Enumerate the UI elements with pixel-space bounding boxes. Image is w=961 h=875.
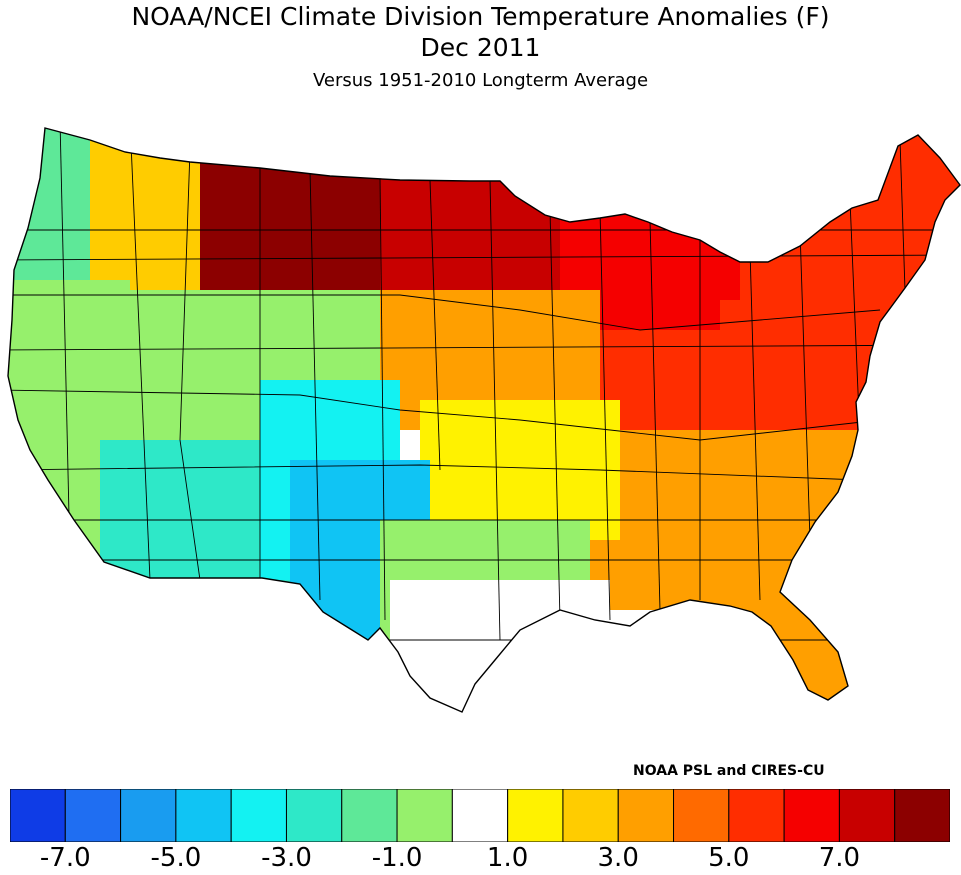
legend-swatch xyxy=(64,789,122,842)
legend-swatch xyxy=(175,789,232,842)
legend-tick-label: 1.0 xyxy=(486,843,529,873)
legend-swatch xyxy=(728,789,785,842)
color-legend-bar xyxy=(10,789,950,842)
legend-swatch xyxy=(507,789,564,842)
legend-tick-label: 7.0 xyxy=(818,843,861,873)
anomaly-fill-layer xyxy=(8,128,960,712)
legend-swatch xyxy=(783,789,840,842)
legend-swatch xyxy=(285,789,343,842)
legend-swatch xyxy=(10,789,66,842)
legend-swatch xyxy=(451,789,509,842)
legend-swatch xyxy=(617,789,675,842)
legend-tick-label: 3.0 xyxy=(597,843,639,873)
legend-tick-label: -5.0 xyxy=(150,843,202,873)
legend-swatch xyxy=(396,789,453,842)
legend-swatch xyxy=(894,789,950,842)
legend-swatch xyxy=(230,789,287,842)
map-title: NOAA/NCEI Climate Division Temperature A… xyxy=(131,2,830,31)
legend-tick-label: 5.0 xyxy=(708,843,750,873)
legend-tick-label: -7.0 xyxy=(39,843,91,873)
legend-tick-label: -3.0 xyxy=(261,843,312,873)
legend-swatch xyxy=(341,789,398,842)
map-subtitle: Versus 1951-2010 Longterm Average xyxy=(312,70,649,91)
legend-tick-labels: -7.0 -5.0 -3.0 -1.0 1.0 3.0 5.0 7.0 xyxy=(0,842,961,875)
legend-swatch xyxy=(838,789,896,842)
us-climate-division-map xyxy=(7,127,961,713)
map-period: Dec 2011 xyxy=(420,33,541,62)
legend-swatch xyxy=(120,789,177,842)
legend-tick-label: -1.0 xyxy=(371,843,423,873)
legend-swatch xyxy=(562,789,619,842)
credit-label: NOAA PSL and CIRES-CU xyxy=(633,763,825,779)
legend-swatch xyxy=(673,789,730,842)
